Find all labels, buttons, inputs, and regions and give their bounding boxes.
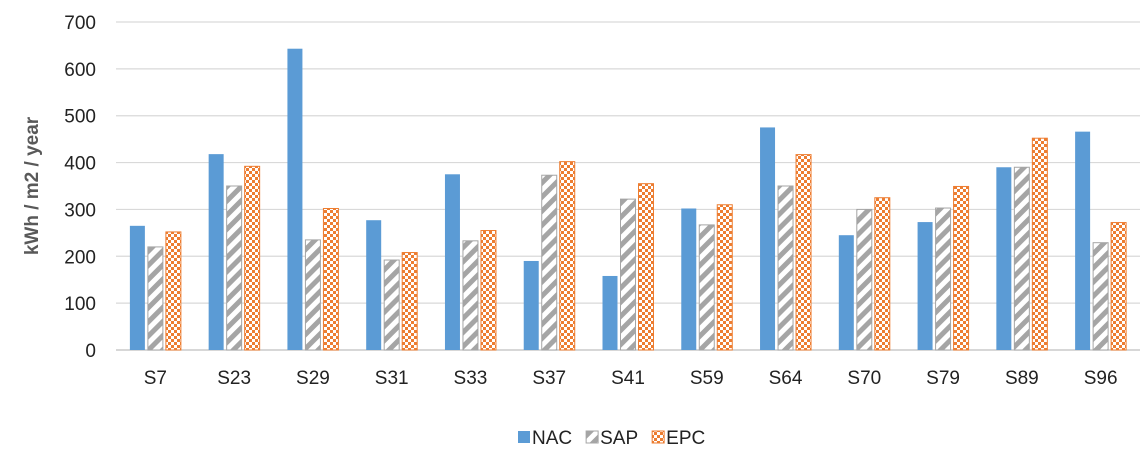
bar-nac-s23	[208, 154, 224, 350]
bar-sap-s59	[698, 224, 715, 351]
bar-sap-s96	[1092, 242, 1109, 351]
y-tick-label: 700	[64, 13, 96, 34]
y-axis-title: kWh / m2 / year	[22, 116, 43, 255]
bar-sap-s29	[304, 239, 321, 351]
bar-sap-s7	[147, 246, 164, 351]
legend: NAC SAP EPC	[518, 428, 705, 449]
bar-sap-s79	[935, 207, 952, 351]
bar-epc-s29	[322, 207, 339, 351]
x-tick-label: S37	[532, 368, 566, 389]
bar-epc-s7	[165, 231, 182, 351]
bar-epc-s64	[795, 154, 812, 351]
bar-sap-s70	[856, 208, 873, 351]
bar-sap-s37	[541, 174, 558, 351]
bar-nac-s59	[681, 208, 697, 350]
x-tick-label: S33	[454, 368, 488, 389]
y-tick-label: 200	[64, 247, 96, 268]
bar-nac-s70	[838, 235, 854, 350]
bar-epc-s89	[1031, 137, 1048, 351]
legend-label-nac: NAC	[532, 428, 572, 449]
x-tick-label: S70	[847, 368, 881, 389]
bar-nac-s31	[366, 220, 382, 350]
x-axis-ticks: S7 S23 S29 S31 S33 S37 S41 S59 S64 S70 S79 S89 S96	[144, 368, 1118, 389]
x-tick-label: S79	[926, 368, 960, 389]
bar-epc-s59	[716, 204, 733, 351]
bar-epc-s23	[244, 165, 261, 351]
legend-swatch-sap	[585, 430, 599, 444]
bar-nac-s89	[996, 167, 1012, 350]
bar-sap-s64	[777, 185, 794, 351]
x-tick-label: S89	[1005, 368, 1039, 389]
bar-sap-s33	[462, 240, 479, 351]
bar-epc-s70	[874, 197, 891, 351]
bar-epc-s33	[480, 230, 497, 351]
bar-nac-s41	[602, 275, 618, 350]
y-tick-label: 400	[64, 154, 96, 175]
x-tick-label: S64	[769, 368, 803, 389]
bar-sap-s41	[620, 198, 636, 351]
bar-epc-s37	[559, 161, 576, 351]
x-tick-label: S41	[611, 368, 645, 389]
bar-nac-s37	[523, 260, 539, 350]
bar-nac-s64	[760, 127, 776, 350]
y-axis-ticks: 0 100 200 300 400 500 600 700	[64, 13, 96, 362]
bar-sap-s31	[383, 259, 400, 351]
y-tick-label: 100	[64, 294, 96, 315]
x-tick-label: S29	[296, 368, 330, 389]
legend-swatch-nac	[518, 431, 530, 443]
legend-label-epc: EPC	[666, 428, 705, 449]
legend-swatch-epc	[651, 430, 665, 444]
bar-nac-s29	[287, 48, 303, 351]
x-tick-label: S23	[217, 368, 251, 389]
x-tick-label: S96	[1084, 368, 1118, 389]
bar-nac-s7	[129, 225, 145, 350]
y-tick-label: 0	[85, 341, 96, 362]
x-tick-label: S7	[144, 368, 167, 389]
legend-label-sap: SAP	[600, 428, 638, 449]
bar-epc-s96	[1110, 222, 1127, 351]
y-tick-label: 300	[64, 200, 96, 221]
bar-sap-s89	[1013, 166, 1030, 351]
bar-nac-s96	[1075, 131, 1091, 350]
bar-epc-s41	[638, 183, 654, 351]
bar-nac-s33	[444, 174, 460, 350]
y-tick-label: 500	[64, 107, 96, 128]
bars	[129, 48, 1127, 351]
bar-epc-s31	[401, 252, 418, 351]
bar-sap-s23	[226, 185, 243, 351]
x-tick-label: S59	[690, 368, 724, 389]
bar-nac-s79	[917, 222, 933, 350]
bar-epc-s79	[953, 185, 970, 351]
y-tick-label: 600	[64, 60, 96, 81]
x-tick-label: S31	[375, 368, 409, 389]
